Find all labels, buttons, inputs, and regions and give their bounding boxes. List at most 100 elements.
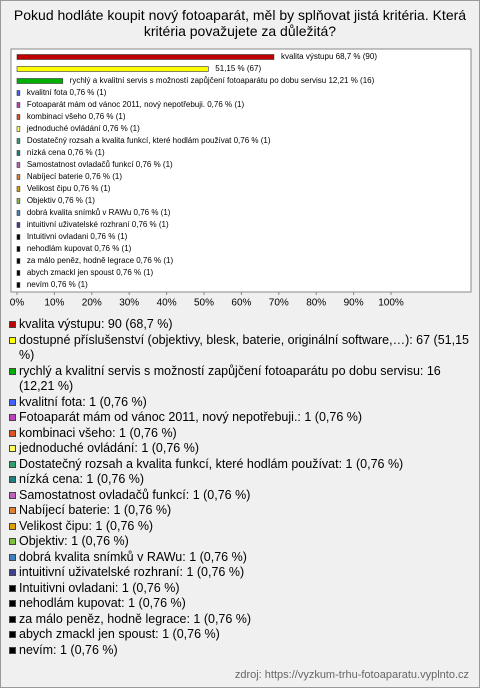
bar (16, 186, 21, 192)
legend-item: nehodlám kupovat: 1 (0,76 %) (9, 596, 469, 612)
legend-swatch (9, 522, 16, 530)
legend-swatch (9, 398, 16, 406)
legend-label: rychlý a kvalitní servis s možností zapů… (19, 363, 441, 394)
legend-item: za málo peněz, hodně legrace: 1 (0,76 %) (9, 612, 469, 628)
bar (16, 198, 21, 204)
x-tick-label: 90% (344, 298, 364, 309)
legend-item: Objektiv: 1 (0,76 %) (9, 534, 469, 550)
legend-label: Fotoaparát mám od vánoc 2011, nový nepot… (19, 410, 363, 424)
data-label: nízká cena 0,76 % (1) (27, 148, 105, 157)
x-tick-label: 0% (10, 298, 25, 309)
legend-item: Nabíjecí baterie: 1 (0,76 %) (9, 503, 469, 519)
legend-item: abych zmackl jen spoust: 1 (0,76 %) (9, 627, 469, 643)
legend-swatch (9, 600, 16, 607)
legend-item: dostupné příslušenství (objektivy, blesk… (9, 333, 469, 364)
data-label: abych zmackl jen spoust 0,76 % (1) (27, 268, 154, 277)
legend-label: dobrá kvalita snímků v RAWu: 1 (0,76 %) (19, 549, 247, 564)
chart: 0% 10% 20% 30% 40% 50% 60% 70% 80% 90% 100% kvalita… (10, 48, 472, 309)
x-tick-label: 40% (157, 298, 177, 309)
bar (16, 126, 21, 132)
legend-swatch (9, 584, 16, 592)
data-label: 51,15 % (67) (215, 64, 261, 73)
data-label: Velikost čipu 0,76 % (1) (27, 184, 111, 193)
x-tick-label: 30% (119, 298, 139, 309)
legend-swatch (9, 569, 16, 576)
legend-label: za málo peněz, hodně legrace: 1 (0,76 %) (19, 611, 252, 626)
bar (16, 246, 21, 252)
legend-item: kombinaci všeho: 1 (0,76 %) (9, 426, 469, 442)
bar (16, 162, 21, 168)
data-label: Dostatečný rozsah a kvalita funkcí, kter… (27, 136, 271, 145)
bar (16, 150, 21, 156)
data-label: Intuitivni ovladani 0,76 % (1) (27, 232, 128, 241)
bar (16, 90, 21, 96)
x-tick-label: 70% (269, 298, 289, 309)
bar (16, 138, 21, 144)
x-tick-label: 60% (231, 298, 251, 309)
data-label: dobrá kvalita snímků v RAWu 0,76 % (1) (27, 208, 171, 217)
data-label: za málo peněz, hodně legrace 0,76 % (1) (27, 256, 174, 265)
plot-area (10, 48, 472, 293)
source: zdroj: https://vyzkum-trhu-fotoaparatu.v… (234, 669, 469, 681)
x-tick-label: 100% (378, 298, 404, 309)
legend-swatch (9, 414, 16, 421)
data-label: intuitivní uživatelské rozhraní 0,76 % (… (27, 220, 169, 229)
legend-item: Dostatečný rozsah a kvalita funkcí, kter… (9, 457, 469, 473)
legend-swatch (9, 553, 16, 561)
bar (16, 210, 21, 216)
legend-swatch (9, 429, 16, 437)
legend-item: Samostatnost ovladačů funkcí: 1 (0,76 %) (9, 488, 469, 504)
legend-item: dobrá kvalita snímků v RAWu: 1 (0,76 %) (9, 550, 469, 566)
legend-item: nevím: 1 (0,76 %) (9, 643, 469, 659)
bar (16, 78, 63, 84)
legend-swatch (9, 367, 16, 375)
bar (16, 234, 21, 240)
legend: kvalita výstupu: 90 (68,7 %) dostupné pří… (9, 317, 469, 658)
legend-swatch (9, 476, 16, 483)
legend-label: kvalita výstupu: 90 (68,7 %) (19, 317, 173, 331)
data-label: nehodlám kupovat 0,76 % (1) (27, 244, 132, 253)
legend-swatch (9, 321, 16, 328)
bar (16, 54, 275, 60)
legend-swatch (9, 336, 16, 344)
bar (16, 66, 209, 72)
legend-swatch (9, 460, 16, 468)
legend-label: Velikost čipu: 1 (0,76 %) (19, 518, 154, 533)
legend-swatch (9, 615, 16, 623)
bar (16, 258, 21, 264)
legend-label: kvalitní fota: 1 (0,76 %) (19, 394, 147, 409)
legend-label: jednoduché ovládání: 1 (0,76 %) (19, 441, 199, 455)
legend-item: kvalitní fota: 1 (0,76 %) (9, 395, 469, 411)
bar (16, 270, 21, 276)
data-label: kvalita výstupu 68,7 % (90) (281, 52, 377, 61)
legend-label: abych zmackl jen spoust: 1 (0,76 %) (19, 627, 220, 641)
legend-label: Samostatnost ovladačů funkcí: 1 (0,76 %) (19, 487, 251, 502)
legend-label: Objektiv: 1 (0,76 %) (19, 534, 129, 548)
legend-swatch (9, 507, 16, 514)
bar (16, 222, 21, 228)
legend-item: intuitivní uživatelské rozhraní: 1 (0,76… (9, 565, 469, 581)
data-label: Fotoaparát mám od vánoc 2011, nový nepot… (27, 100, 245, 109)
legend-label: Nabíjecí baterie: 1 (0,76 %) (19, 503, 172, 517)
bar (16, 114, 21, 120)
x-tick-label: 50% (194, 298, 214, 309)
bar (16, 282, 21, 288)
legend-item: Intuitivni ovladani: 1 (0,76 %) (9, 581, 469, 597)
data-label: Objektiv 0,76 % (1) (27, 196, 95, 205)
legend-label: dostupné příslušenství (objektivy, blesk… (19, 332, 469, 363)
legend-label: nehodlám kupovat: 1 (0,76 %) (19, 596, 186, 610)
data-label: nevím 0,76 % (1) (27, 280, 88, 289)
legend-item: nízká cena: 1 (0,76 %) (9, 472, 469, 488)
legend-swatch (9, 445, 16, 452)
legend-item: Velikost čipu: 1 (0,76 %) (9, 519, 469, 535)
data-label: rychlý a kvalitní servis s možností zapů… (70, 76, 375, 85)
legend-label: nízká cena: 1 (0,76 %) (19, 472, 145, 486)
legend-swatch (9, 491, 16, 499)
x-tick-label: 10% (44, 298, 64, 309)
data-label: kvalitní fota 0,76 % (1) (27, 88, 107, 97)
legend-label: nevím: 1 (0,76 %) (19, 642, 118, 657)
data-label: kombinaci všeho 0,76 % (1) (27, 112, 126, 121)
legend-item: jednoduché ovládání: 1 (0,76 %) (9, 441, 469, 457)
legend-label: Dostatečný rozsah a kvalita funkcí, kter… (19, 456, 404, 471)
